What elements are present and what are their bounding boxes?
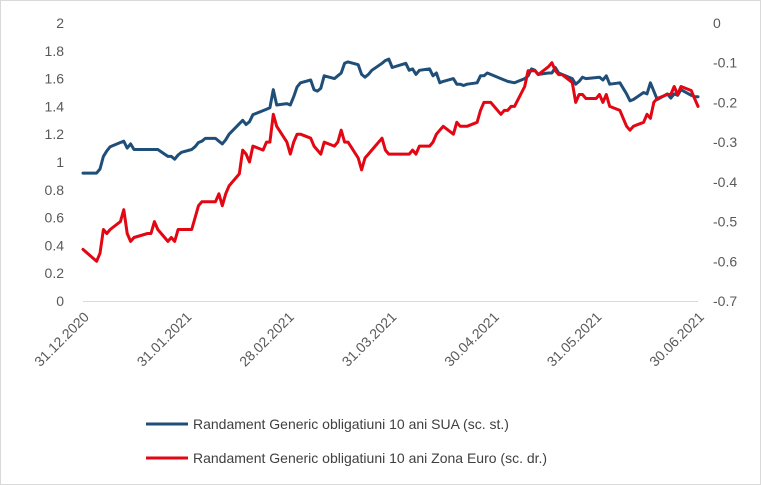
left-y-tick-label: 0.4: [45, 237, 65, 253]
right-y-axis: -0.7 -0.6 -0.5 -0.4 -0.3 -0.2 -0.1 0: [713, 15, 737, 309]
left-y-tick-label: 1.8: [45, 43, 65, 59]
x-tick-label: 31.05.2021: [544, 308, 605, 369]
right-y-tick-label: -0.4: [713, 174, 737, 190]
left-y-tick-label: 1.4: [45, 98, 65, 114]
x-tick-label: 31.03.2021: [339, 308, 400, 369]
left-y-tick-label: 0.6: [45, 210, 65, 226]
right-y-tick-label: -0.1: [713, 55, 737, 71]
left-y-tick-label: 1.2: [45, 126, 65, 142]
x-tick-label: 31.12.2020: [31, 308, 92, 369]
legend-label: Randament Generic obligatiuni 10 ani SUA…: [193, 416, 509, 432]
legend: Randament Generic obligatiuni 10 ani SUA…: [146, 416, 547, 466]
x-tick-label: 28.02.2021: [236, 308, 297, 369]
x-axis: 31.12.2020 31.01.2021 28.02.2021 31.03.2021…: [31, 301, 707, 370]
left-y-axis: 0 0.2 0.4 0.6 0.8 1 1.2 1.4 1.6 1.8 2: [45, 15, 65, 309]
left-y-tick-label: 1: [56, 154, 64, 170]
series-line-us-10y: [81, 57, 700, 175]
right-y-tick-label: -0.5: [713, 214, 737, 230]
right-y-tick-label: 0: [713, 15, 721, 31]
x-tick-label: 30.04.2021: [441, 308, 502, 369]
left-y-tick-label: 0: [56, 293, 64, 309]
left-y-tick-label: 2: [56, 15, 64, 31]
right-y-tick-label: -0.6: [713, 253, 737, 269]
left-y-tick-label: 1.6: [45, 71, 65, 87]
left-y-tick-label: 0.8: [45, 182, 65, 198]
x-tick-label: 31.01.2021: [134, 308, 195, 369]
right-y-tick-label: -0.3: [713, 134, 737, 150]
x-tick-label: 30.06.2021: [646, 308, 707, 369]
series-layer: [81, 57, 700, 263]
left-y-tick-label: 0.2: [45, 265, 65, 281]
series-line-euro-10y: [81, 61, 700, 263]
right-y-tick-label: -0.2: [713, 94, 737, 110]
right-y-tick-label: -0.7: [713, 293, 737, 309]
legend-label: Randament Generic obligatiuni 10 ani Zon…: [193, 450, 547, 466]
